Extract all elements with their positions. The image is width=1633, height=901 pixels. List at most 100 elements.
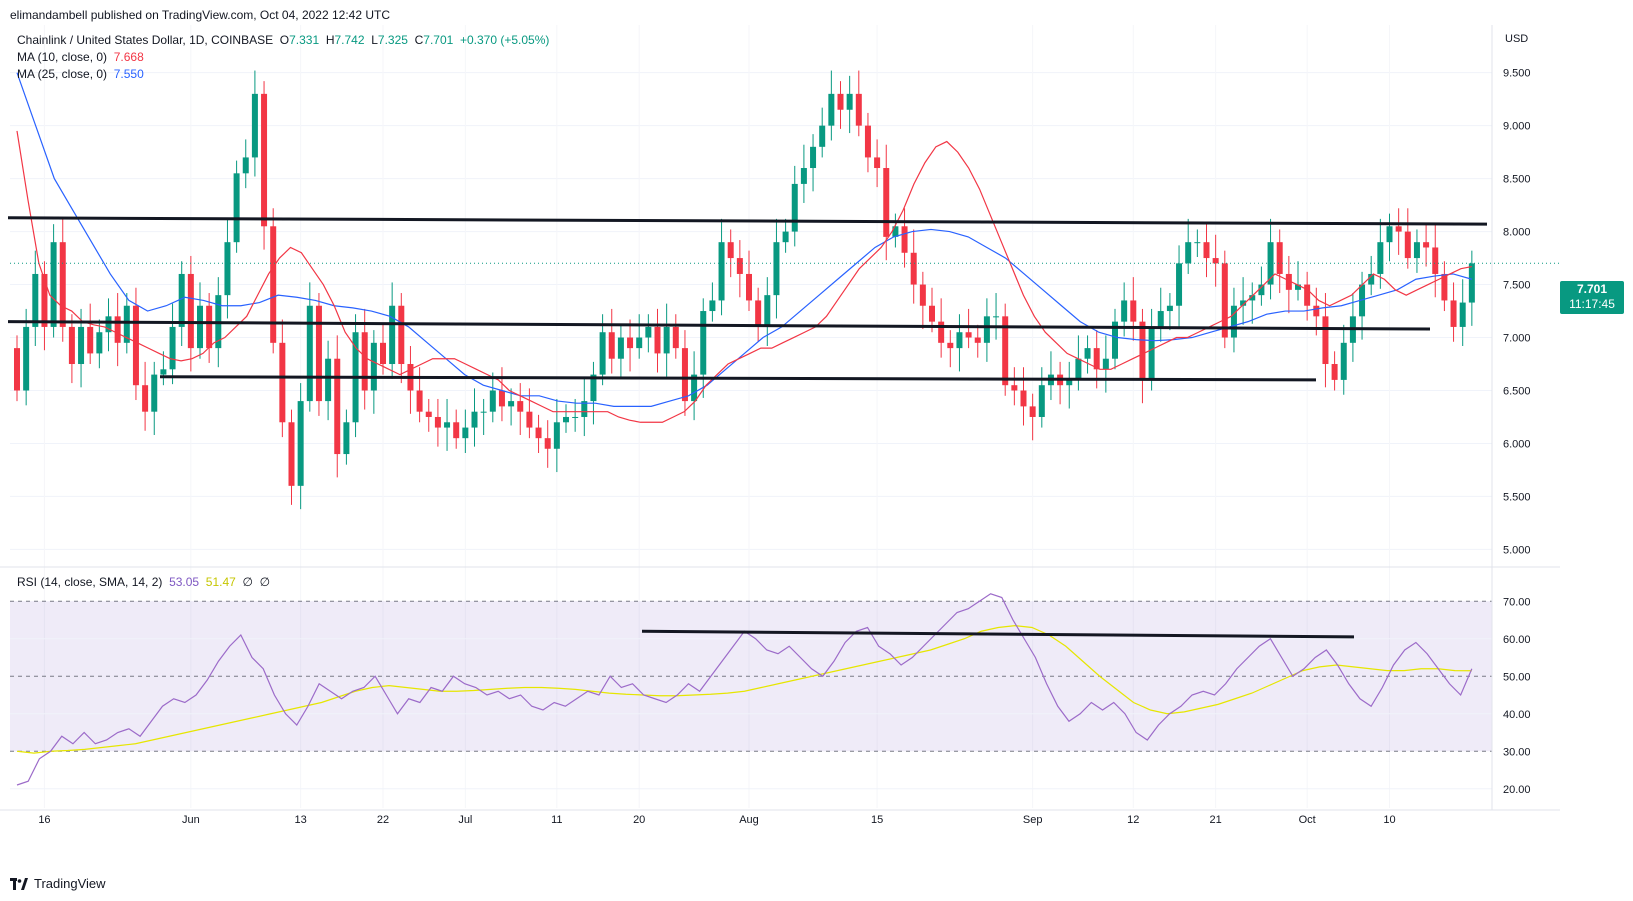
candle-body: [114, 316, 121, 343]
time-tick-label: Jun: [182, 814, 200, 826]
candle-body: [956, 332, 963, 349]
candle-body: [782, 231, 789, 243]
price-axis[interactable]: 5.000 5.500 6.000 6.500 7.000 7.500 8.000 8.500…: [0, 25, 1560, 811]
candle-body: [746, 273, 752, 301]
time-tick-label: 21: [1210, 814, 1222, 826]
candle-body: [508, 401, 515, 407]
currency-label: USD: [1505, 33, 1528, 45]
candle-body: [187, 273, 194, 349]
candle-body: [1075, 358, 1082, 380]
time-tick-label: 11: [551, 814, 562, 826]
time-tick-label: 15: [871, 814, 883, 826]
candle-body: [261, 93, 268, 227]
time-tick-label: 20: [633, 814, 645, 826]
price-tick-label: 7.000: [1503, 333, 1531, 345]
candle-body: [764, 295, 771, 327]
candle-body: [599, 332, 606, 375]
price-tick-label: 5.000: [1503, 544, 1531, 556]
candle-body: [233, 173, 240, 243]
candle-body: [361, 332, 368, 391]
candle-body: [1285, 273, 1292, 290]
horizontal-level-line: [7, 216, 1488, 226]
candle-body: [160, 369, 167, 375]
candle-body: [1185, 242, 1192, 264]
candle-body: [206, 305, 213, 349]
candle-body: [938, 321, 945, 343]
candle-body: [627, 337, 634, 349]
rsi-axis[interactable]: 20.00 30.00 40.00 50.00 60.00 70.00: [1503, 596, 1531, 796]
candle-body: [1450, 300, 1457, 327]
candle-body: [1276, 242, 1283, 274]
candle-body: [1212, 258, 1219, 264]
candle-body: [434, 416, 441, 428]
high-value: 7.742: [334, 33, 365, 47]
candle-body: [105, 316, 112, 333]
candle-body: [32, 273, 39, 327]
candle-body: [489, 390, 496, 412]
candle-body: [87, 326, 94, 354]
candle-body: [1322, 316, 1329, 365]
rsi-sma-value: 51.47: [205, 575, 236, 589]
rsi-tick-label: 40.00: [1503, 709, 1531, 721]
candle-body: [563, 416, 569, 423]
ma10-legend[interactable]: MA (10, close, 0) 7.668: [17, 50, 144, 64]
candle-body: [700, 311, 707, 375]
candle-body: [23, 326, 30, 391]
candle-body: [1249, 295, 1256, 301]
candle-body: [1148, 326, 1155, 380]
price-tick-label: 6.000: [1503, 438, 1531, 450]
rsi-trendline: [641, 629, 1355, 639]
candle-body: [1166, 305, 1173, 312]
rsi-gridlines: [10, 600, 1492, 790]
candle-body: [1221, 263, 1228, 338]
time-tick-label: 10: [1383, 814, 1395, 826]
rsi-extra-2: ∅: [259, 575, 271, 589]
symbol-title[interactable]: Chainlink / United States Dollar, 1D, CO…: [17, 33, 274, 47]
price-tick-label: 7.500: [1503, 280, 1531, 292]
candle-body: [462, 427, 469, 439]
candle-body: [1002, 316, 1009, 386]
candle-body: [306, 305, 313, 402]
candle-body: [224, 242, 231, 296]
candle-body: [883, 168, 890, 237]
candle-body: [270, 226, 277, 343]
candle-body: [800, 168, 807, 184]
ma25-value: 7.550: [113, 67, 144, 81]
tradingview-logo[interactable]: TradingView: [10, 876, 106, 891]
candle-body: [526, 411, 533, 428]
candle-body: [297, 401, 304, 486]
rsi-tick-label: 30.00: [1503, 746, 1531, 758]
candle-body: [1404, 231, 1411, 259]
ma10-value: 7.668: [113, 50, 144, 64]
symbol-legend[interactable]: Chainlink / United States Dollar, 1D, CO…: [17, 33, 549, 47]
candle-body: [929, 305, 935, 322]
candle-body: [846, 93, 853, 110]
candle-body: [123, 305, 130, 343]
candle-body: [315, 305, 322, 402]
candle-body: [78, 326, 85, 365]
candle-body: [517, 401, 524, 412]
ma10-line: [16, 130, 1472, 423]
time-tick-label: 12: [1127, 814, 1139, 826]
candle-body: [983, 316, 990, 343]
rsi-tick-label: 20.00: [1503, 784, 1531, 796]
candle-body: [1240, 300, 1247, 306]
candle-body: [453, 422, 460, 439]
candle-body: [343, 422, 350, 455]
candle-body: [279, 342, 286, 423]
rsi-legend[interactable]: RSI (14, close, SMA, 14, 2) 53.05 51.47 …: [17, 575, 270, 589]
candle-body: [1130, 300, 1137, 322]
candle-body: [874, 157, 881, 169]
candle-body: [654, 326, 661, 354]
ma25-legend[interactable]: MA (25, close, 0) 7.550: [17, 67, 144, 81]
time-axis[interactable]: 16 Jun 13 22 Jul 11 20 Aug 15 Sep 12 21 Oct 10: [38, 814, 1395, 826]
candle-body: [1139, 321, 1146, 380]
price-tick-label: 8.000: [1503, 227, 1531, 239]
candle-body: [681, 348, 688, 402]
candle-body: [608, 332, 615, 359]
candle-body: [389, 305, 396, 365]
candle-body: [425, 411, 432, 417]
candle-body: [1203, 242, 1210, 259]
candle-body: [1176, 263, 1183, 306]
